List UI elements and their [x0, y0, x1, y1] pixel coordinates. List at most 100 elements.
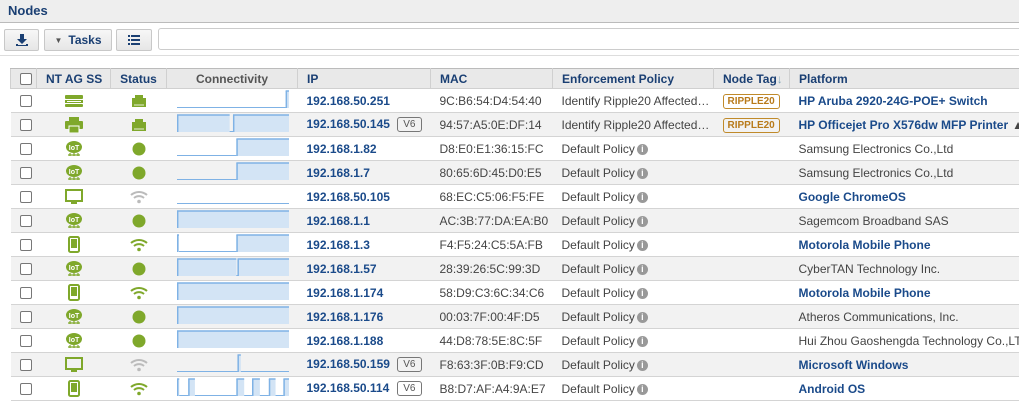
ip-link[interactable]: 192.168.50.251 [306, 93, 390, 108]
node-tag-badge[interactable]: RIPPLE20 [722, 117, 780, 133]
columns-button[interactable] [116, 29, 152, 51]
mac-cell: 68:EC:C5:06:F5:FE [430, 184, 553, 209]
connectivity-sparkline [166, 280, 298, 305]
iot-icon: IoT [46, 260, 102, 277]
ip-link[interactable]: 192.168.1.176 [306, 309, 384, 324]
platform-cell: Samsung Electronics Co.,Ltd [789, 160, 1019, 185]
phone-icon [46, 236, 102, 253]
table-row[interactable]: 192.168.50.114 V6 B8:D7:AF:A4:9A:E7 Defau… [10, 376, 1019, 401]
platform-cell: HP Officejet Pro X576dw MFP Printer▲ [789, 112, 1019, 137]
platform-name[interactable]: HP Officejet Pro X576dw MFP Printer [798, 117, 1009, 132]
ip-link[interactable]: 192.168.1.3 [306, 237, 370, 252]
info-icon[interactable]: i [636, 239, 648, 251]
tasks-button[interactable]: ▼ Tasks [44, 29, 112, 51]
online-span [232, 115, 289, 132]
col-ip[interactable]: IP [297, 68, 431, 89]
ethernet-status-icon [120, 118, 158, 131]
col-enforcement-policy[interactable]: Enforcement Policy [552, 68, 714, 89]
platform-name[interactable]: Android OS [798, 381, 866, 396]
ip-link[interactable]: 192.168.1.82 [306, 141, 377, 156]
policy-name: Default Policy [561, 261, 635, 276]
platform-name[interactable]: Google ChromeOS [798, 189, 906, 204]
policy-cell: Default Policy i [552, 328, 714, 353]
row-checkbox[interactable] [10, 328, 37, 353]
select-all-checkbox[interactable] [10, 68, 37, 89]
row-checkbox[interactable] [10, 160, 37, 185]
table-row[interactable]: IoT 192.168.1.1 AC:3B:77:DA:EA:B0 Defaul… [10, 208, 1019, 233]
platform-cell: Android OS [789, 376, 1019, 401]
node-tag-cell [713, 232, 790, 257]
ip-link[interactable]: 192.168.50.114 [306, 381, 390, 395]
col-nt-ag-ss[interactable]: NT AG SS [36, 68, 111, 89]
policy-cell: Identify Ripple20 Affected… [552, 88, 714, 113]
info-icon[interactable]: i [636, 359, 648, 371]
col-status[interactable]: Status [110, 68, 167, 89]
row-checkbox[interactable] [10, 280, 37, 305]
table-row[interactable]: IoT 192.168.1.7 80:65:6D:45:D0:E5 Defaul… [10, 160, 1019, 185]
mac-cell: 80:65:6D:45:D0:E5 [430, 160, 553, 185]
row-checkbox[interactable] [10, 256, 37, 281]
col-connectivity[interactable]: Connectivity [166, 68, 298, 89]
phone-icon [46, 284, 102, 301]
table-row[interactable]: IoT 192.168.1.82 D8:E0:E1:36:15:FC Defau… [10, 136, 1019, 161]
info-icon[interactable]: i [636, 383, 648, 395]
printer-icon [46, 116, 102, 133]
ip-link[interactable]: 192.168.50.145 [306, 117, 390, 131]
info-icon[interactable]: i [636, 191, 648, 203]
platform-name[interactable]: Motorola Mobile Phone [798, 285, 931, 300]
ip-link[interactable]: 192.168.1.57 [306, 261, 377, 276]
online-span [176, 115, 230, 132]
table-row[interactable]: 192.168.50.105 68:EC:C5:06:F5:FE Default… [10, 184, 1019, 209]
info-icon[interactable]: i [636, 311, 648, 323]
table-row[interactable]: 192.168.50.159 V6 F8:63:3F:0B:F9:CD Defau… [10, 352, 1019, 377]
policy-name: Default Policy [561, 381, 635, 396]
platform-name[interactable]: Microsoft Windows [798, 357, 909, 372]
ip-link[interactable]: 192.168.50.159 [306, 357, 390, 371]
table-row[interactable]: IoT 192.168.1.176 00:03:7F:00:4F:D5 Defa… [10, 304, 1019, 329]
col-platform[interactable]: Platform [789, 68, 1019, 89]
mac-cell: 94:57:A5:0E:DF:14 [430, 112, 553, 137]
download-button[interactable] [4, 29, 39, 51]
col-node-tag[interactable]: Node Tag↓ [713, 68, 790, 89]
info-icon[interactable]: i [636, 335, 648, 347]
status-cell [110, 208, 167, 233]
row-checkbox[interactable] [10, 304, 37, 329]
row-checkbox[interactable] [10, 112, 37, 137]
ip-link[interactable]: 192.168.1.188 [306, 333, 384, 348]
warning-icon[interactable]: ▲ [1012, 118, 1019, 132]
node-tag-cell [713, 328, 790, 353]
info-icon[interactable]: i [636, 287, 648, 299]
ip-link[interactable]: 192.168.1.7 [306, 165, 370, 180]
row-checkbox[interactable] [10, 184, 37, 209]
node-type-cell: IoT [36, 208, 111, 233]
row-checkbox[interactable] [10, 136, 37, 161]
platform-name[interactable]: Motorola Mobile Phone [798, 237, 931, 252]
table-row[interactable]: 192.168.50.145 V6 94:57:A5:0E:DF:14 Ident… [10, 112, 1019, 137]
svg-text:IoT: IoT [68, 337, 79, 344]
row-checkbox[interactable] [10, 232, 37, 257]
row-checkbox[interactable] [10, 88, 37, 113]
info-icon[interactable]: i [636, 215, 648, 227]
ip-link[interactable]: 192.168.1.1 [306, 213, 370, 228]
table-row[interactable]: IoT 192.168.1.188 44:D8:78:5E:8C:5F Defa… [10, 328, 1019, 353]
table-row[interactable]: 192.168.1.3 F4:F5:24:C5:5A:FB Default Po… [10, 232, 1019, 257]
row-checkbox[interactable] [10, 208, 37, 233]
svg-text:IoT: IoT [68, 313, 79, 320]
ip-link[interactable]: 192.168.50.105 [306, 189, 390, 204]
table-row[interactable]: IoT 192.168.1.57 28:39:26:5C:99:3D Defau… [10, 256, 1019, 281]
table-row[interactable]: 192.168.50.251 9C:B6:54:D4:54:40 Identif… [10, 88, 1019, 113]
node-type-cell: IoT [36, 160, 111, 185]
table-row[interactable]: 192.168.1.174 58:D9:C3:6C:34:C6 Default … [10, 280, 1019, 305]
info-icon[interactable]: i [636, 167, 648, 179]
platform-name[interactable]: HP Aruba 2920-24G-POE+ Switch [798, 93, 988, 108]
ip-link[interactable]: 192.168.1.174 [306, 285, 384, 300]
row-checkbox[interactable] [10, 352, 37, 377]
node-tag-badge[interactable]: RIPPLE20 [722, 93, 780, 109]
col-mac[interactable]: MAC [430, 68, 553, 89]
info-icon[interactable]: i [636, 263, 648, 275]
platform-cell: Motorola Mobile Phone [789, 280, 1019, 305]
row-checkbox[interactable] [10, 376, 37, 401]
info-icon[interactable]: i [636, 143, 648, 155]
platform-cell: Hui Zhou Gaoshengda Technology Co.,LTD [789, 328, 1019, 353]
search-input[interactable] [158, 28, 1019, 50]
